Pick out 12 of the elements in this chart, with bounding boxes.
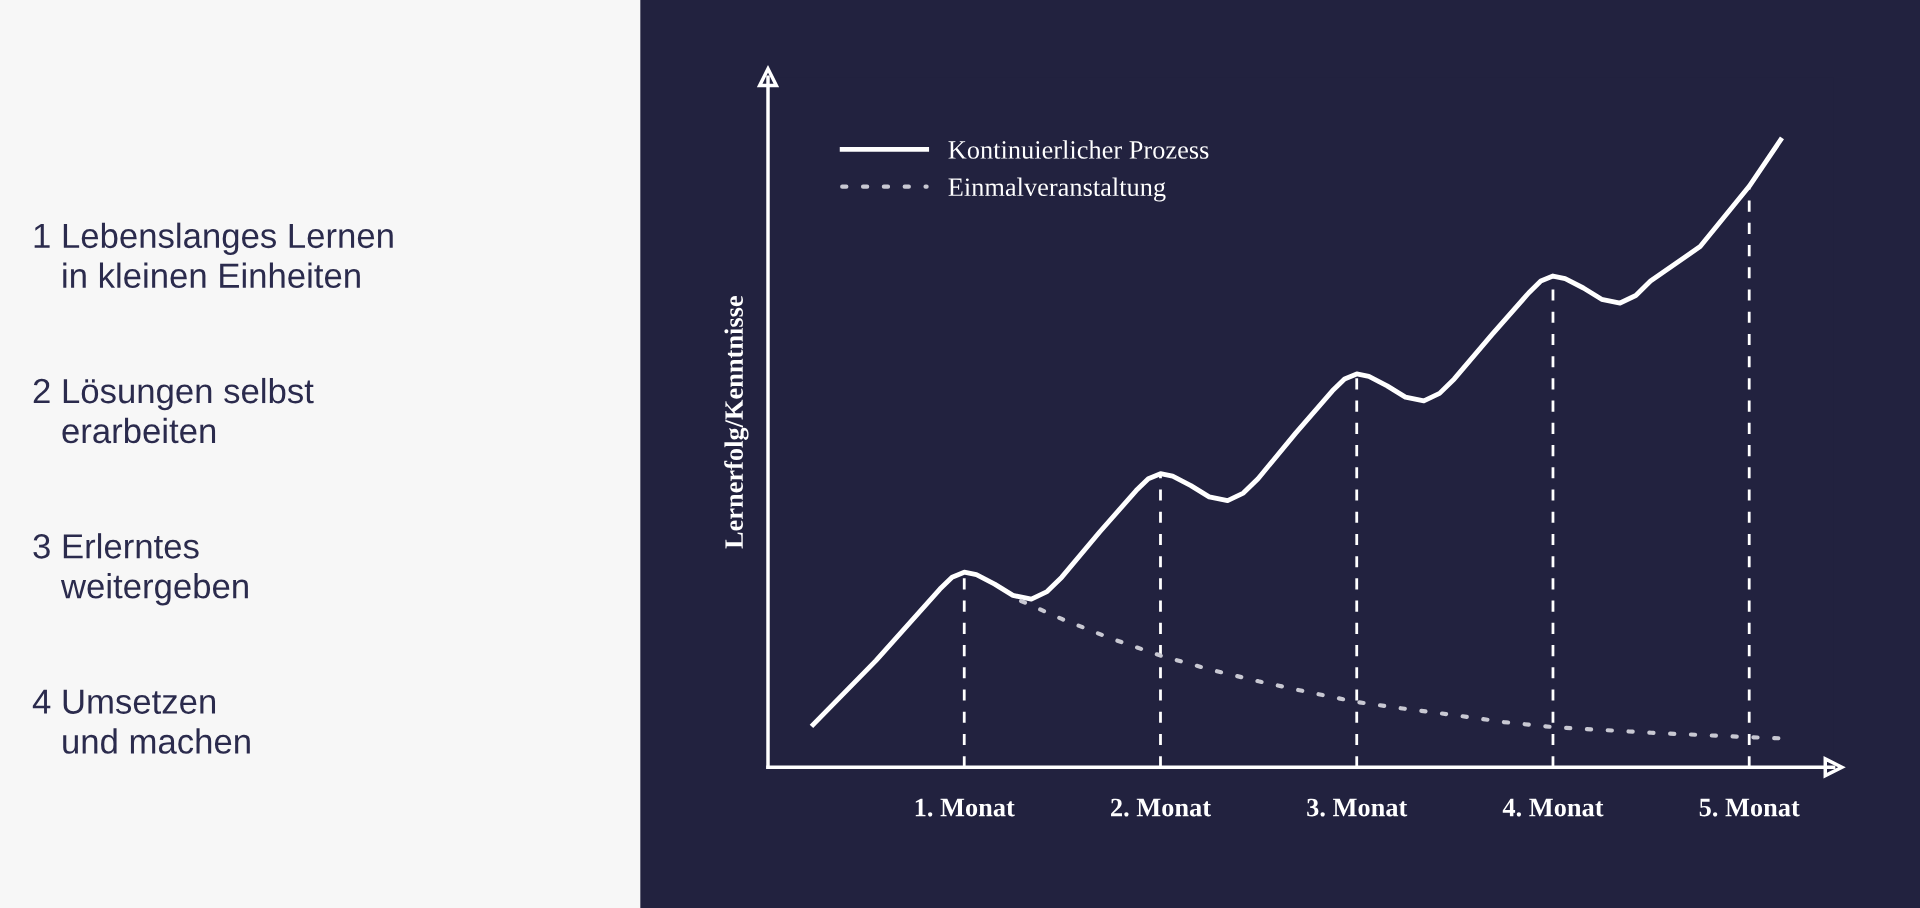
- legend-label: Einmalveranstaltung: [948, 177, 1166, 202]
- legend-label: Kontinuierlicher Prozess: [948, 140, 1209, 159]
- text: 1 Lebenslanges Lernen in kleinen Einheiten: [34, 222, 393, 289]
- x-tick-label: 1. Monat: [915, 798, 1015, 817]
- y-axis-title: Lernerfolg/Kenntnisse: [724, 296, 749, 549]
- text: 2 Lösungen selbst erarbeiten: [33, 377, 314, 444]
- text: 3 Erlerntes weitergeben: [33, 533, 248, 606]
- x-tick-label: 4. Monat: [1502, 798, 1604, 817]
- text: 4 Umsetzen und machen: [32, 689, 250, 754]
- x-tick-label: 3. Monat: [1307, 798, 1408, 817]
- x-tick-label: 2. Monat: [1111, 798, 1211, 817]
- x-tick-label: 5. Monat: [1699, 798, 1800, 817]
